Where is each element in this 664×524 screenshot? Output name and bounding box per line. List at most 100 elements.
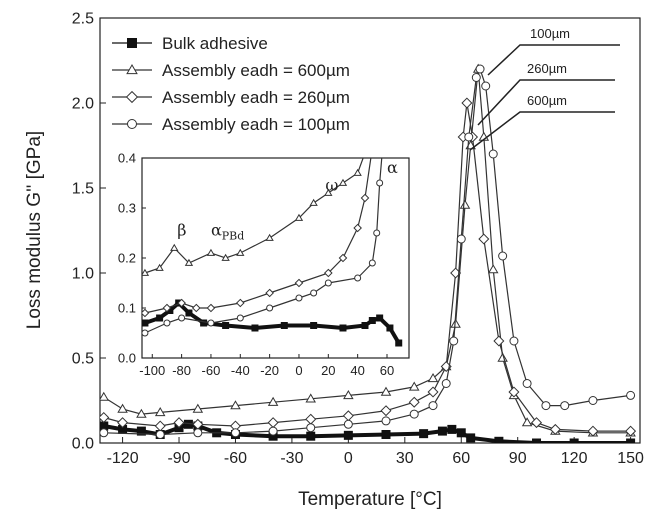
x-tick-label: -60 <box>224 450 247 467</box>
x-tick-label: 60 <box>380 363 394 378</box>
y-tick-label: 0.5 <box>72 351 94 368</box>
x-tick-label: 120 <box>561 450 588 467</box>
marker <box>368 317 376 324</box>
marker <box>626 438 636 443</box>
legend-label: Assembly eadh = 100µm <box>162 115 350 134</box>
x-tick-label: -120 <box>107 450 139 467</box>
marker <box>294 213 304 221</box>
marker <box>230 400 241 410</box>
annotation: 100µm <box>530 26 570 41</box>
annotation: 600µm <box>527 93 567 108</box>
marker <box>100 411 110 424</box>
y-tick-label: 0.0 <box>72 436 94 453</box>
marker <box>368 259 376 267</box>
y-tick-label: 0.3 <box>118 201 136 216</box>
marker <box>117 403 128 413</box>
series-line <box>103 422 631 443</box>
marker <box>343 419 353 429</box>
annotation: α <box>387 158 398 177</box>
x-tick-label: -90 <box>167 450 190 467</box>
x-tick-label: -60 <box>202 363 221 378</box>
marker <box>230 428 240 438</box>
marker <box>541 401 551 411</box>
marker <box>354 274 362 282</box>
y-tick-label: 2.5 <box>72 11 94 28</box>
x-axis-label: Temperature [°C] <box>298 489 442 510</box>
y-tick-label: 0.0 <box>118 351 136 366</box>
x-tick-label: 90 <box>509 450 527 467</box>
marker <box>369 144 376 151</box>
marker <box>136 408 147 418</box>
annotation: 260µm <box>527 61 567 76</box>
marker <box>222 322 230 329</box>
marker <box>236 248 245 256</box>
marker <box>419 429 429 439</box>
marker <box>265 233 274 241</box>
x-tick-label: 0 <box>344 450 353 467</box>
marker <box>142 329 149 337</box>
marker <box>427 373 439 383</box>
marker <box>343 390 354 400</box>
marker <box>362 150 369 156</box>
marker <box>456 428 466 438</box>
y-tick-label: 0.2 <box>118 251 136 266</box>
marker <box>408 381 420 391</box>
marker <box>478 233 490 245</box>
x-tick-label: 20 <box>321 363 335 378</box>
marker <box>353 168 362 176</box>
marker <box>626 390 636 400</box>
marker <box>267 417 279 429</box>
marker <box>156 314 164 322</box>
marker <box>305 393 316 403</box>
marker <box>127 119 137 129</box>
marker <box>361 322 369 329</box>
marker <box>475 64 485 74</box>
series-line <box>144 158 383 334</box>
marker <box>324 268 333 278</box>
annotation-subscript: PBd <box>222 230 245 243</box>
x-tick-label: 150 <box>617 450 644 467</box>
marker <box>127 38 137 48</box>
marker <box>142 319 149 327</box>
marker <box>471 73 481 82</box>
leader-line <box>477 79 615 126</box>
x-tick-label: 30 <box>396 450 414 467</box>
y-tick-label: 2.0 <box>72 96 94 113</box>
marker <box>338 178 348 186</box>
x-tick-label: 0 <box>295 363 302 378</box>
marker <box>441 379 451 388</box>
marker <box>267 396 279 406</box>
plot-area <box>100 63 637 443</box>
marker <box>488 149 498 159</box>
plot-frame <box>99 17 641 444</box>
marker <box>531 417 543 429</box>
marker <box>343 430 353 440</box>
x-tick-label: 60 <box>452 450 470 467</box>
marker <box>100 391 110 401</box>
marker <box>163 319 171 327</box>
marker <box>310 322 318 329</box>
x-tick-label: -40 <box>231 363 250 378</box>
marker <box>306 423 316 433</box>
y-tick-label: 1.0 <box>72 266 94 283</box>
marker <box>338 253 348 263</box>
x-tick-label: -20 <box>260 363 279 378</box>
marker <box>125 90 139 104</box>
marker <box>466 433 476 443</box>
marker <box>464 132 474 142</box>
marker <box>251 324 259 332</box>
y-tick-label: 0.4 <box>118 151 136 166</box>
marker <box>373 229 381 237</box>
y-axis-label: Loss modulus G'' [GPa] <box>24 131 45 329</box>
marker <box>449 336 459 346</box>
marker <box>192 403 204 413</box>
marker <box>428 401 438 411</box>
marker <box>625 425 637 437</box>
marker <box>206 303 216 313</box>
marker <box>494 436 504 443</box>
x-tick-label: -30 <box>280 450 303 467</box>
marker <box>487 264 499 274</box>
marker <box>508 386 520 398</box>
marker <box>268 426 278 436</box>
marker <box>155 263 164 271</box>
